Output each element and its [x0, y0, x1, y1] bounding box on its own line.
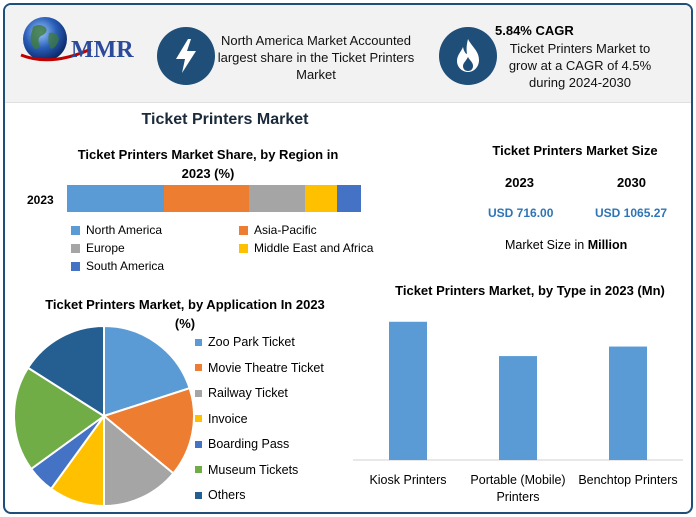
pie-legend-item-zoo-park-ticket: Zoo Park Ticket	[195, 335, 295, 349]
size-value-2023: USD 716.00	[488, 206, 554, 220]
infographic-frame: MMR North America Market Accounted large…	[3, 3, 693, 514]
legend-label: Europe	[86, 241, 125, 255]
pie-legend-item-boarding-pass: Boarding Pass	[195, 437, 289, 451]
legend-label: Zoo Park Ticket	[208, 335, 295, 349]
size-year-2030: 2030	[617, 175, 646, 190]
legend-swatch	[195, 415, 202, 422]
legend-item-europe: Europe	[71, 241, 125, 255]
legend-item-south-america: South America	[71, 259, 164, 273]
pie-slice-zoo-park-ticket	[103, 324, 191, 418]
bar-kiosk-printers	[389, 321, 427, 460]
header-band: MMR North America Market Accounted large…	[5, 5, 691, 103]
bar-segment-asia-pacific	[164, 185, 250, 212]
legend-swatch	[195, 440, 202, 448]
legend-swatch	[195, 364, 202, 371]
x-tick-label: Portable (Mobile) Printers	[470, 473, 565, 504]
legend-label: Movie Theatre Ticket	[208, 360, 324, 375]
application-chart-title: Ticket Printers Market, by Application I…	[45, 297, 325, 331]
application-pie-chart	[13, 324, 195, 508]
pie-legend-item-invoice: Invoice	[195, 412, 248, 426]
pie-legend-item-movie-theatre-ticket: Movie Theatre Ticket	[195, 361, 324, 375]
legend-label: South America	[86, 259, 165, 273]
legend-label: North America	[86, 223, 163, 237]
legend-item-middle-east-and-africa: Middle East and Africa	[239, 241, 373, 255]
legend-label: Museum Tickets	[208, 462, 299, 477]
size-unit-note: Market Size in Million	[505, 238, 627, 252]
legend-label: Middle East and Africa	[254, 241, 374, 255]
bar-segment-south-america	[337, 185, 361, 212]
region-bar-category: 2023	[27, 193, 54, 207]
legend-label: Railway Ticket	[208, 386, 288, 400]
legend-label: Invoice	[208, 411, 248, 426]
flame-icon	[439, 27, 497, 85]
legend-swatch	[71, 225, 80, 235]
legend-swatch	[239, 225, 248, 235]
region-chart-title: Ticket Printers Market Share, by Region …	[77, 147, 339, 181]
bar-benchtop-printers	[609, 346, 647, 460]
lightning-bolt-icon	[157, 27, 215, 85]
size-value-2030: USD 1065.27	[595, 206, 668, 220]
type-bar-chart: Kiosk Printers Portable (Mobile) Printers B…	[353, 321, 683, 504]
legend-swatch	[71, 261, 80, 271]
legend-item-north-america: North America	[71, 223, 162, 237]
pie-slice-railway-ticket	[103, 413, 175, 508]
pie-legend-item-others: Others	[195, 488, 246, 502]
bar-segment-middle-east-and-africa	[305, 185, 338, 212]
legend-swatch	[195, 338, 202, 346]
legend-label: Others	[208, 488, 246, 502]
legend-swatch	[71, 243, 80, 253]
bar-segment-north-america	[67, 185, 165, 212]
legend-swatch	[195, 389, 202, 397]
pie-legend-item-museum-tickets: Museum Tickets	[195, 463, 298, 477]
size-unit-prefix: Market Size in	[505, 238, 585, 252]
mmr-logo: MMR	[20, 17, 134, 63]
x-tick-label: Kiosk Printers	[369, 473, 446, 487]
legend-item-asia-pacific: Asia-Pacific	[239, 223, 317, 237]
bar-segment-europe	[249, 185, 306, 212]
pie-slice-movie-theatre-ticket	[101, 386, 195, 475]
main-title: Ticket Printers Market	[141, 111, 309, 128]
bar-portable-mobile-printers	[499, 356, 537, 460]
pie-slice-museum-tickets	[13, 366, 106, 471]
legend-label: Asia-Pacific	[254, 223, 317, 237]
legend-swatch	[195, 491, 202, 499]
region-stacked-bar	[67, 185, 361, 212]
north-america-fact: North America Market Accounted largest s…	[217, 33, 415, 82]
pie-slice-others	[26, 324, 105, 418]
logo-text: MMR	[71, 37, 134, 63]
cagr-heading: 5.84% CAGR	[495, 23, 574, 38]
legend-swatch	[195, 466, 202, 473]
market-size-title: Ticket Printers Market Size	[492, 143, 658, 158]
legend-swatch	[239, 243, 248, 253]
size-unit-bold: Million	[587, 238, 628, 252]
x-tick-label: Benchtop Printers	[578, 473, 677, 487]
legend-label: Boarding Pass	[208, 437, 290, 451]
pie-legend-item-railway-ticket: Railway Ticket	[195, 386, 288, 400]
type-chart-title: Ticket Printers Market, by Type in 2023 …	[395, 283, 665, 298]
size-year-2023: 2023	[505, 175, 534, 190]
cagr-fact: Ticket Printers Market to grow at a CAGR…	[508, 41, 652, 90]
